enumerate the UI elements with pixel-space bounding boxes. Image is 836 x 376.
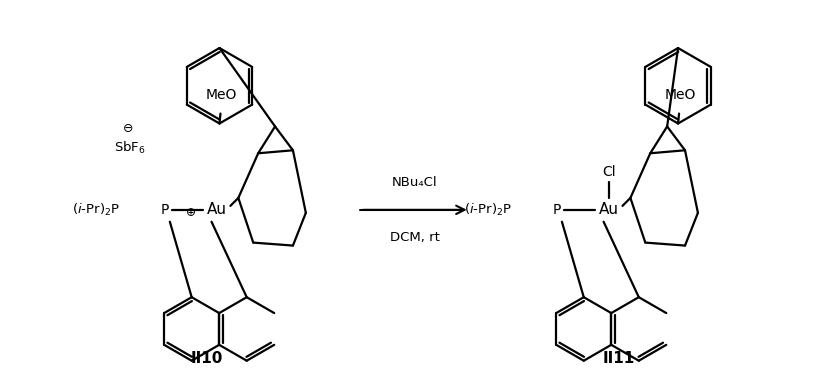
Text: $\oplus$: $\oplus$ (186, 206, 196, 219)
Text: MeO: MeO (665, 88, 696, 102)
Text: Cl: Cl (602, 165, 615, 179)
Text: P: P (161, 203, 169, 217)
Text: II11: II11 (603, 351, 635, 366)
Text: $\ominus$: $\ominus$ (121, 122, 133, 135)
Text: NBu₄Cl: NBu₄Cl (392, 176, 438, 188)
Text: II10: II10 (191, 351, 222, 366)
Text: P: P (553, 203, 561, 217)
Text: $(i$-Pr$)_2$P: $(i$-Pr$)_2$P (464, 202, 512, 218)
Text: Au: Au (206, 202, 227, 217)
Text: Au: Au (599, 202, 619, 217)
Text: $(i$-Pr$)_2$P: $(i$-Pr$)_2$P (72, 202, 120, 218)
Text: MeO: MeO (206, 88, 237, 102)
Text: DCM, rt: DCM, rt (390, 231, 440, 244)
Text: SbF$_6$: SbF$_6$ (115, 140, 146, 156)
